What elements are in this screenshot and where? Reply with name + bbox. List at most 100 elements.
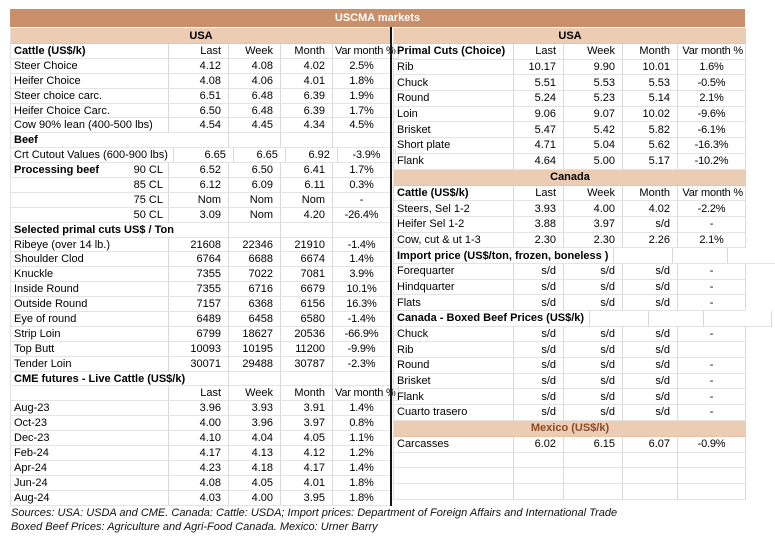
cell-month: 5.53 bbox=[623, 75, 678, 92]
row-label: Processing beef bbox=[14, 164, 99, 177]
cell-month: 5.17 bbox=[623, 153, 678, 170]
section-band-label: Mexico (US$/k) bbox=[530, 422, 610, 435]
table-row: Rib s/d s/d s/d bbox=[394, 342, 746, 359]
row-label: Loin bbox=[397, 108, 418, 121]
table-row: Cattle (US$/k) Last Week Month Var month % bbox=[394, 185, 746, 202]
table-row: Round s/d s/d s/d - bbox=[394, 358, 746, 374]
row-label: Crt Cutout Values (600-900 lbs) bbox=[14, 149, 168, 162]
row-label: Round bbox=[397, 359, 430, 372]
table-row: Forequarter s/d s/d s/d - bbox=[394, 263, 746, 280]
cell-month: s/d bbox=[623, 263, 678, 280]
table-row: Aug-23 3.96 3.93 3.91 1.4% bbox=[11, 401, 391, 417]
cell-last bbox=[514, 483, 564, 500]
cell-last: 6.50 bbox=[169, 103, 229, 119]
cell-week bbox=[564, 452, 623, 469]
cell-week: s/d bbox=[564, 373, 623, 390]
cell-week: s/d bbox=[564, 295, 623, 311]
cell-last: 6.51 bbox=[169, 88, 229, 104]
row-label-cell: Top Butt bbox=[11, 341, 169, 357]
cell-var-month: 4.5% bbox=[333, 118, 391, 134]
table-row: Crt Cutout Values (600-900 lbs) 6.65 6.65 6… bbox=[11, 148, 396, 164]
table-row: Strip Loin 6799 18627 20536 -66.9% bbox=[11, 326, 391, 342]
row-label-cell: Flank bbox=[394, 389, 514, 406]
cell-week: 4.08 bbox=[229, 58, 281, 74]
row-label-cell: Aug-24 bbox=[11, 490, 169, 506]
table-row: Primal Cuts (Choice) Last Week Month Var mon… bbox=[394, 44, 746, 60]
cell-last: s/d bbox=[514, 342, 564, 359]
row-label: Flats bbox=[397, 296, 421, 309]
row-label-cell: Oct-23 bbox=[11, 416, 169, 432]
cell-last: s/d bbox=[514, 373, 564, 390]
cell-month: s/d bbox=[623, 326, 678, 343]
table-row: Heifer Choice Carc. 6.50 6.48 6.39 1.7% bbox=[11, 103, 391, 119]
cell-month: 6580 bbox=[281, 312, 333, 327]
cell-last: Last bbox=[169, 386, 229, 402]
cell-week bbox=[590, 311, 650, 327]
cell-month: 4.02 bbox=[623, 201, 678, 217]
row-label: Beef bbox=[14, 134, 38, 147]
table-row: Cuarto trasero s/d s/d s/d - bbox=[394, 405, 746, 421]
row-label-cell: Loin bbox=[394, 106, 514, 123]
cell-var-month: 1.8% bbox=[333, 475, 391, 491]
cell-month: 30787 bbox=[281, 356, 333, 372]
cell-week: 4.04 bbox=[229, 431, 281, 447]
cell-var-month: 1.7% bbox=[333, 103, 391, 119]
sources-line-2: Boxed Beef Prices: Agriculture and Agri-… bbox=[11, 521, 378, 533]
row-label: Strip Loin bbox=[14, 327, 61, 340]
row-label-cell: Processing beef 90 CL bbox=[11, 163, 169, 179]
row-label: Import price (US$/ton, frozen, boneless … bbox=[397, 249, 609, 262]
cell-month: 11200 bbox=[281, 341, 333, 357]
cell-week: Week bbox=[229, 44, 281, 59]
cell-last: 4.03 bbox=[169, 490, 229, 506]
cell-month: 6.92 bbox=[285, 148, 338, 164]
cell-month: 4.20 bbox=[281, 207, 333, 223]
cell-month: 5.82 bbox=[623, 122, 678, 139]
table-row: Flats s/d s/d s/d - bbox=[394, 295, 746, 311]
table-row: Feb-24 4.17 4.13 4.12 1.2% bbox=[11, 446, 391, 461]
cell-month: 3.97 bbox=[281, 416, 333, 432]
row-label: Round bbox=[397, 92, 430, 105]
cell-week: 4.05 bbox=[229, 475, 281, 491]
cell-week: s/d bbox=[564, 326, 623, 343]
row-sublabel: 75 CL bbox=[133, 193, 163, 206]
row-label: Brisket bbox=[397, 375, 431, 388]
table-row: CME futures - Live Cattle (US$/k) bbox=[11, 371, 391, 387]
cell-week bbox=[229, 222, 281, 238]
cell-month: 4.01 bbox=[281, 73, 333, 89]
cell-month bbox=[673, 248, 729, 264]
row-label: Canada - Boxed Beef Prices (US$/k) bbox=[397, 312, 585, 325]
cell-var-month bbox=[333, 222, 391, 238]
cell-last: 6.12 bbox=[169, 178, 229, 193]
cell-week: 4.13 bbox=[229, 446, 281, 461]
cell-month bbox=[623, 452, 678, 469]
cell-week: 18627 bbox=[229, 326, 281, 342]
cell-last: 3.88 bbox=[514, 216, 564, 233]
row-label-cell: Shoulder Clod bbox=[11, 252, 169, 268]
table-row: Chuck 5.51 5.53 5.53 -0.5% bbox=[394, 75, 746, 92]
cell-week: 3.97 bbox=[564, 216, 623, 233]
table-row: Flank 4.64 5.00 5.17 -10.2% bbox=[394, 153, 746, 170]
row-label-cell: Import price (US$/ton, frozen, boneless … bbox=[394, 248, 615, 264]
row-label-cell: Feb-24 bbox=[11, 446, 169, 461]
table-row: Cow, cut & ut 1-3 2.30 2.30 2.26 2.1% bbox=[394, 232, 746, 249]
cell-var-month bbox=[678, 483, 746, 500]
row-label-cell: Knuckle bbox=[11, 267, 169, 283]
cell-last: 7157 bbox=[169, 297, 229, 313]
cell-last: 10093 bbox=[169, 341, 229, 357]
cell-var-month: - bbox=[678, 358, 746, 374]
cell-var-month: -66.9% bbox=[333, 326, 391, 342]
cell-last: Last bbox=[514, 185, 564, 202]
row-label-cell: Eye of round bbox=[11, 312, 169, 327]
cell-month: 6.39 bbox=[281, 88, 333, 104]
row-label-cell: Primal Cuts (Choice) bbox=[394, 44, 514, 60]
row-label: Aug-23 bbox=[14, 402, 50, 415]
section-band-label: Canada bbox=[550, 171, 590, 183]
cell-last: 10.17 bbox=[514, 59, 564, 76]
table-row: Outside Round 7157 6368 6156 16.3% bbox=[11, 297, 391, 313]
cell-last: 30071 bbox=[169, 356, 229, 372]
row-label-cell: Cow, cut & ut 1-3 bbox=[394, 232, 514, 249]
cell-last: s/d bbox=[514, 389, 564, 406]
cell-month: Month bbox=[281, 386, 333, 402]
cell-month: 4.34 bbox=[281, 118, 333, 134]
row-label-cell: Round bbox=[394, 358, 514, 374]
